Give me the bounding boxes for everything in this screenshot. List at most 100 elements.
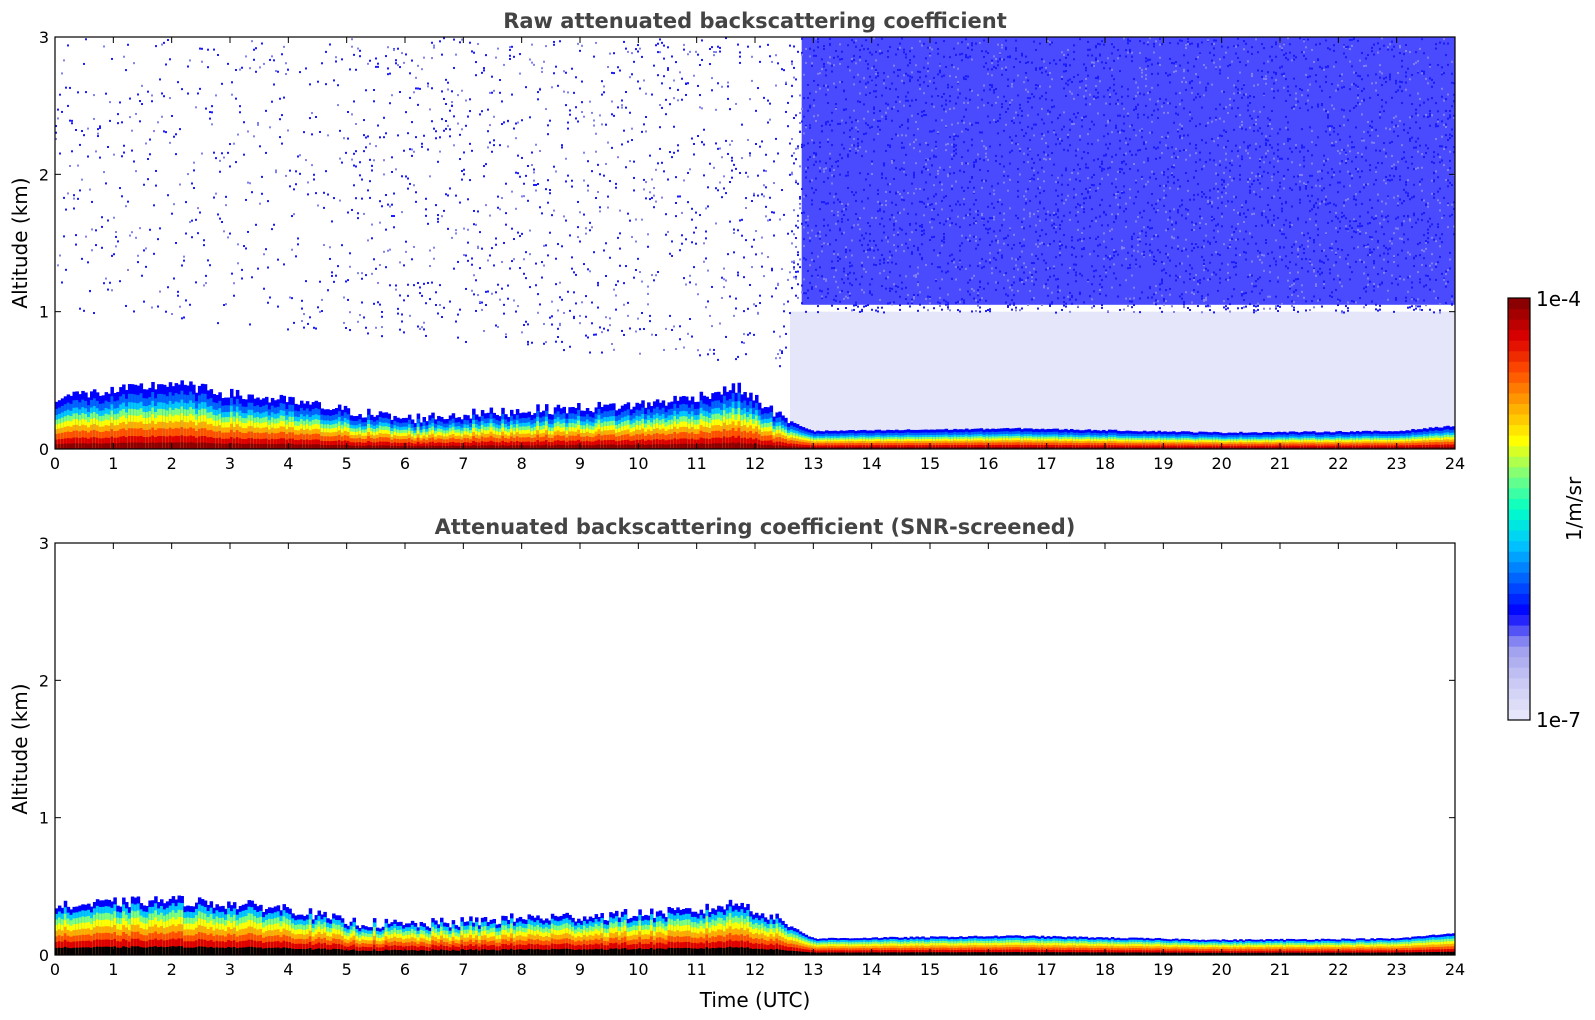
noise-speck bbox=[907, 294, 909, 297]
noise-speck bbox=[981, 98, 983, 101]
noise-speck bbox=[393, 215, 395, 218]
noise-speck bbox=[1277, 149, 1279, 152]
noise-speck bbox=[945, 65, 947, 68]
noise-speck bbox=[73, 197, 75, 200]
noise-speck bbox=[421, 294, 423, 297]
noise-speck bbox=[801, 146, 803, 149]
noise-speck bbox=[1295, 278, 1297, 281]
noise-speck bbox=[1315, 74, 1317, 77]
noise-speck bbox=[337, 84, 339, 87]
noise-speck bbox=[1117, 170, 1119, 173]
noise-speck bbox=[917, 79, 919, 82]
noise-speck bbox=[923, 42, 925, 45]
noise-speck bbox=[629, 76, 631, 79]
noise-speck bbox=[849, 271, 851, 274]
noise-speck bbox=[1083, 63, 1085, 66]
noise-speck bbox=[817, 305, 819, 308]
noise-speck bbox=[1269, 271, 1271, 274]
noise-speck bbox=[1049, 72, 1051, 75]
noise-speck bbox=[1025, 266, 1027, 269]
noise-speck bbox=[899, 42, 901, 45]
noise-speck bbox=[1225, 158, 1227, 161]
noise-speck bbox=[1103, 43, 1105, 46]
noise-speck bbox=[217, 213, 219, 216]
noise-speck bbox=[447, 81, 449, 84]
noise-speck bbox=[891, 137, 893, 140]
noise-speck bbox=[469, 110, 471, 113]
noise-speck bbox=[81, 257, 83, 260]
noise-speck bbox=[833, 175, 835, 178]
noise-speck bbox=[819, 166, 821, 169]
noise-speck bbox=[1181, 293, 1183, 296]
noise-speck bbox=[1249, 189, 1251, 192]
noise-speck bbox=[1213, 47, 1215, 50]
noise-speck bbox=[737, 271, 739, 274]
noise-speck bbox=[835, 192, 837, 195]
noise-speck bbox=[819, 87, 821, 90]
noise-speck bbox=[1199, 81, 1201, 84]
noise-speck bbox=[1269, 280, 1271, 283]
noise-speck bbox=[929, 297, 931, 300]
noise-speck bbox=[1067, 183, 1069, 186]
noise-speck bbox=[1097, 42, 1099, 45]
noise-speck bbox=[1255, 193, 1257, 196]
noise-speck bbox=[1097, 244, 1099, 247]
noise-speck bbox=[161, 43, 163, 46]
noise-speck bbox=[855, 147, 857, 150]
noise-speck bbox=[989, 217, 991, 220]
noise-speck bbox=[747, 333, 749, 336]
noise-speck bbox=[803, 132, 805, 135]
noise-speck bbox=[961, 234, 963, 237]
noise-speck bbox=[419, 327, 421, 330]
noise-speck bbox=[1035, 270, 1037, 273]
noise-speck bbox=[1301, 94, 1303, 97]
noise-speck bbox=[221, 152, 223, 155]
noise-speck bbox=[1267, 60, 1269, 63]
noise-speck bbox=[1205, 298, 1207, 301]
noise-speck bbox=[913, 297, 915, 300]
noise-speck bbox=[1155, 103, 1157, 106]
noise-speck bbox=[1235, 86, 1237, 89]
noise-speck bbox=[1223, 129, 1225, 132]
noise-speck bbox=[255, 70, 257, 73]
noise-speck bbox=[1257, 173, 1259, 176]
noise-speck bbox=[361, 301, 363, 304]
noise-speck bbox=[669, 103, 671, 106]
noise-speck bbox=[1111, 74, 1113, 77]
noise-speck bbox=[443, 209, 445, 212]
noise-speck bbox=[443, 37, 445, 40]
noise-speck bbox=[1127, 267, 1129, 270]
noise-speck bbox=[1259, 258, 1261, 261]
noise-speck bbox=[1071, 246, 1073, 249]
noise-speck bbox=[1111, 228, 1113, 231]
noise-speck bbox=[1195, 147, 1197, 150]
noise-speck bbox=[1251, 274, 1253, 277]
noise-speck bbox=[293, 213, 295, 216]
noise-speck bbox=[801, 143, 803, 146]
noise-speck bbox=[1303, 54, 1305, 57]
noise-speck bbox=[571, 67, 573, 70]
noise-speck bbox=[1007, 244, 1009, 247]
noise-speck bbox=[1199, 158, 1201, 161]
noise-speck bbox=[935, 193, 937, 196]
noise-speck bbox=[973, 274, 975, 277]
noise-speck bbox=[1149, 227, 1151, 230]
noise-speck bbox=[1171, 305, 1173, 308]
noise-speck bbox=[751, 200, 753, 203]
noise-speck bbox=[817, 46, 819, 49]
noise-speck bbox=[291, 215, 293, 218]
noise-speck bbox=[1301, 244, 1303, 247]
noise-speck bbox=[1221, 195, 1223, 198]
noise-speck bbox=[601, 93, 603, 96]
noise-speck bbox=[1161, 269, 1163, 272]
noise-speck bbox=[315, 327, 317, 330]
noise-speck bbox=[975, 221, 977, 224]
noise-speck bbox=[887, 240, 889, 243]
noise-speck bbox=[1149, 98, 1151, 101]
noise-speck bbox=[991, 68, 993, 71]
noise-speck bbox=[715, 222, 717, 225]
noise-speck bbox=[987, 228, 989, 231]
noise-speck bbox=[969, 98, 971, 101]
noise-speck bbox=[1147, 43, 1149, 46]
noise-speck bbox=[845, 246, 847, 249]
